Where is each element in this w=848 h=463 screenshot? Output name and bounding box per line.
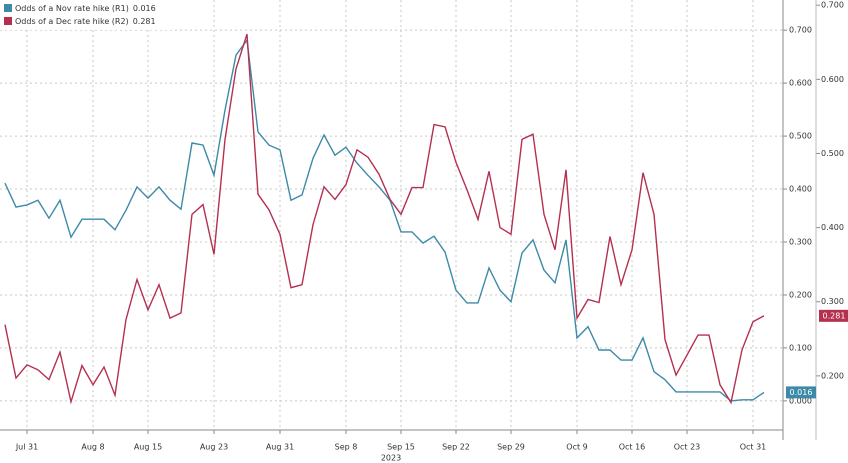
x-tick-label: Aug 8 — [81, 443, 104, 452]
x-tick-label: Aug 15 — [134, 443, 162, 452]
line — [4, 33, 765, 405]
y2-tick-label: 0.400 — [821, 223, 844, 232]
x-sublabel: 2023 — [381, 454, 401, 463]
y-tick-label: 0.500 — [789, 132, 812, 141]
y2-tick-label: 0.500 — [821, 149, 844, 158]
x-tick-label: Sep 8 — [335, 443, 358, 452]
legend-box — [0, 0, 172, 30]
y-tick-label: 0.100 — [789, 343, 812, 352]
x-tick-label: Aug 31 — [266, 443, 294, 452]
x-tick-label: Oct 23 — [674, 443, 701, 452]
value-badge-label: 0.281 — [823, 311, 846, 320]
y2-tick-label: 0.200 — [821, 371, 844, 380]
y2-tick-label: 0.300 — [821, 297, 844, 306]
legend-name: Odds of a Nov rate hike (R1) — [15, 4, 129, 13]
legend-swatch — [4, 17, 12, 25]
y-tick-label: 0.000 — [789, 396, 812, 405]
x-tick-label: Sep 22 — [442, 443, 470, 452]
y-tick-label: 0.600 — [789, 79, 812, 88]
legend-value: 0.281 — [133, 17, 156, 26]
x-tick-label: Oct 9 — [566, 443, 587, 452]
legend-label: Odds of a Nov rate hike (R1) 0.016 — [15, 4, 156, 13]
y-tick-label: 0.400 — [789, 185, 812, 194]
x-tick-label: Oct 31 — [740, 443, 767, 452]
x-tick-label: Jul 31 — [15, 443, 38, 452]
y-tick-label: 0.300 — [789, 238, 812, 247]
y-tick-label: 0.700 — [789, 26, 812, 35]
y2-tick-label: 0.700 — [821, 1, 844, 10]
legend-value: 0.016 — [133, 4, 156, 13]
x-tick-label: Sep 29 — [497, 443, 525, 452]
line — [4, 38, 765, 402]
x-tick-label: Sep 15 — [387, 443, 415, 452]
x-tick-label: Aug 23 — [200, 443, 228, 452]
y-tick-label: 0.200 — [789, 290, 812, 299]
legend-label: Odds of a Dec rate hike (R2) 0.281 — [15, 17, 156, 26]
legend-name: Odds of a Dec rate hike (R2) — [15, 17, 129, 26]
legend-swatch — [4, 4, 12, 12]
value-badge — [786, 386, 816, 399]
value-badge-label: 0.016 — [790, 388, 813, 397]
value-badge — [819, 309, 848, 322]
y2-tick-label: 0.600 — [821, 75, 844, 84]
x-tick-label: Oct 16 — [619, 443, 646, 452]
